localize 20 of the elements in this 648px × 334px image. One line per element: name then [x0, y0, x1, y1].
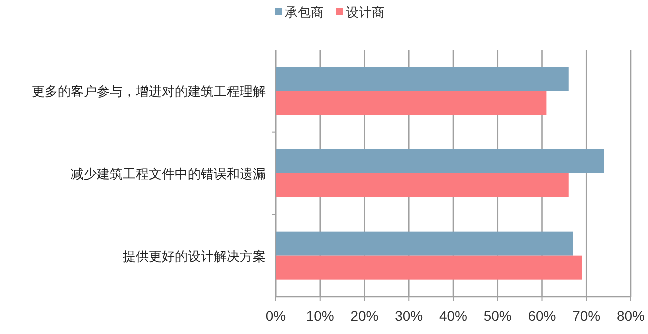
x-tick-label: 20% [350, 308, 379, 324]
x-tick-label: 0% [266, 308, 286, 324]
x-tick-label: 30% [395, 308, 424, 324]
x-tick-label: 80% [616, 308, 646, 324]
x-tick-label: 60% [528, 308, 556, 324]
bar [276, 67, 569, 92]
legend-label: 承包商 [285, 5, 324, 20]
y-tick-label: 更多的客户参与，增进对的建筑工程理解 [32, 84, 266, 100]
bar [276, 256, 582, 280]
y-tick-label: 提供更好的设计解决方案 [123, 248, 266, 264]
bar [276, 91, 547, 116]
x-tick-label: 10% [306, 308, 334, 324]
x-tick-label: 40% [439, 308, 468, 324]
bar [276, 232, 574, 256]
legend-label: 设计商 [346, 5, 385, 20]
bar [276, 150, 604, 174]
bar [276, 174, 569, 198]
x-tick-label: 70% [572, 308, 601, 324]
y-tick-label: 减少建筑工程文件中的错误和遗漏 [71, 166, 266, 182]
x-tick-label: 50% [484, 308, 512, 324]
